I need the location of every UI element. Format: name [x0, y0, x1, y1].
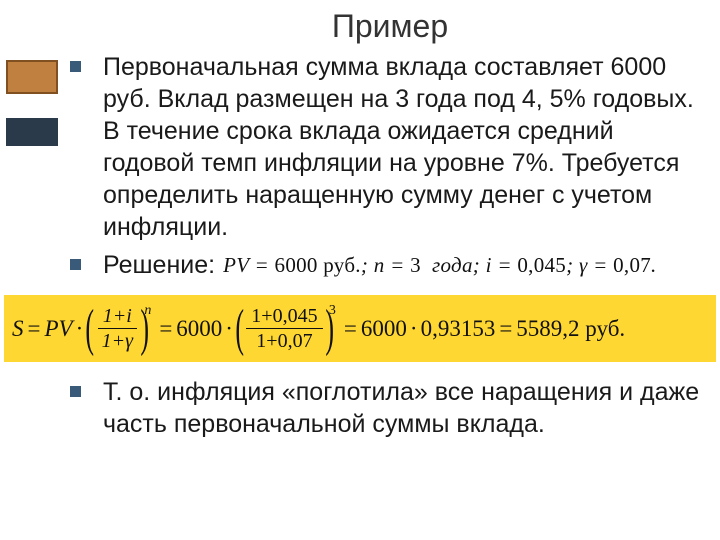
bullet-text: Т. о. инфляция «поглотила» все наращения…: [103, 376, 700, 440]
square-bullet-icon: [70, 386, 81, 397]
bullet-text: Решение:: [103, 249, 215, 281]
bullet-item-3: Т. о. инфляция «поглотила» все наращения…: [0, 376, 720, 440]
bullet-text: Первоначальная сумма вклада составляет 6…: [103, 51, 700, 243]
decorative-logo-2: [6, 118, 58, 146]
given-values: PV = 6000 руб.; n = 3 года; i = 0,045; γ…: [223, 253, 657, 278]
bullet-item-2: Решение: PV = 6000 руб.; n = 3 года; i =…: [0, 249, 720, 281]
slide-title: Пример: [0, 0, 720, 51]
formula-box: S= PV· ( 1+i 1+γ )n = 6000· ( 1+0,045 1+…: [4, 295, 716, 362]
decorative-logo-1: [6, 60, 58, 94]
square-bullet-icon: [70, 259, 81, 270]
bullet-item-1: Первоначальная сумма вклада составляет 6…: [0, 51, 720, 243]
square-bullet-icon: [70, 61, 81, 72]
